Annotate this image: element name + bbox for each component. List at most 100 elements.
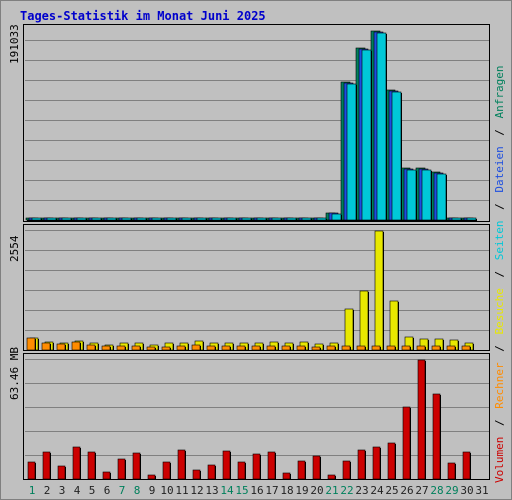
chart-title: Tages-Statistik im Monat Juni 2025	[20, 9, 266, 23]
bar-face	[356, 345, 366, 351]
bar-face	[357, 449, 366, 480]
bar-face	[121, 217, 132, 221]
legend-besuche: Besuche	[493, 288, 506, 334]
bar-seiten-day-16	[256, 217, 267, 221]
bar-face	[451, 217, 462, 221]
bar-rechner-day-20	[311, 346, 321, 351]
bar-face	[131, 345, 141, 351]
bar-rechner-day-27	[416, 345, 426, 351]
bar-face	[221, 345, 231, 351]
day-label-20: 20	[310, 484, 323, 497]
bar-seiten-day-23	[361, 49, 372, 221]
day-label-23: 23	[355, 484, 368, 497]
bar-seiten-day-24	[376, 32, 387, 221]
bar-volumen-day-20	[312, 455, 321, 480]
bar-rechner-day-10	[161, 346, 171, 351]
legend-rechner: Rechner	[493, 362, 506, 409]
day-label-4: 4	[74, 484, 81, 497]
bar-face	[436, 173, 447, 221]
bar-seiten-day-8	[136, 217, 147, 221]
bar-face	[271, 217, 282, 221]
bar-rechner-day-21	[326, 345, 336, 351]
bar-rechner-day-30	[461, 345, 471, 351]
bar-face	[466, 217, 477, 221]
bar-face	[26, 337, 36, 351]
bar-rechner-day-14	[221, 345, 231, 351]
bar-rechner-day-25	[386, 345, 396, 351]
panel-visits: 2554	[8, 224, 490, 351]
bar-face	[447, 462, 456, 480]
x-axis-day-labels: 1 2 3 4 5 6 7 8 9 10 11 12 13 14 15 16 17 18 19 20 21 22 23 24 2…	[29, 484, 489, 497]
day-label-1: 1	[29, 484, 36, 497]
legend-anfragen: Anfragen	[493, 65, 506, 118]
bar-face	[236, 345, 246, 351]
bar-face	[462, 451, 471, 480]
day-label-16: 16	[250, 484, 263, 497]
bar-face	[71, 341, 81, 351]
panel-requests: 191033	[8, 24, 490, 222]
bar-face	[237, 461, 246, 480]
bar-face	[376, 32, 387, 221]
bar-volumen-day-30	[462, 451, 471, 480]
bar-face	[211, 217, 222, 221]
bar-besuche-day-24	[374, 230, 384, 351]
bar-face	[106, 217, 117, 221]
bar-face	[206, 345, 216, 351]
bar-face	[406, 169, 417, 221]
bar-seiten-day-6	[106, 217, 117, 221]
bar-face	[371, 345, 381, 351]
bar-rechner-day-9	[146, 346, 156, 351]
bar-volumen-day-26	[402, 406, 411, 480]
panel-visits-ylabel: 2554	[8, 235, 21, 262]
panel-visits-bars	[26, 230, 474, 351]
bar-face	[402, 406, 411, 480]
bar-volumen-day-2	[42, 451, 51, 480]
bar-volumen-day-10	[162, 461, 171, 480]
bar-face	[181, 217, 192, 221]
bar-seiten-day-18	[286, 217, 297, 221]
bar-seiten-day-3	[61, 217, 72, 221]
bar-volumen-day-16	[252, 453, 261, 480]
day-label-9: 9	[149, 484, 156, 497]
bar-seiten-day-26	[406, 169, 417, 221]
panel-requests-grid	[25, 40, 489, 201]
bar-face	[267, 451, 276, 480]
bar-rechner-day-12	[191, 344, 201, 351]
bar-rechner-day-5	[86, 344, 96, 351]
bar-volumen-day-23	[357, 449, 366, 480]
bar-face	[251, 345, 261, 351]
bar-face	[417, 359, 426, 480]
bar-face	[341, 345, 351, 351]
bar-seiten-day-25	[391, 91, 402, 221]
bar-besuche-day-22	[344, 308, 354, 351]
bar-volumen-day-8	[132, 452, 141, 480]
bar-rechner-day-1	[26, 337, 36, 351]
bar-face	[252, 453, 261, 480]
bar-rechner-day-18	[281, 345, 291, 351]
bar-face	[132, 452, 141, 480]
day-label-25: 25	[385, 484, 398, 497]
legend-seiten: Seiten	[493, 221, 506, 261]
day-label-12: 12	[190, 484, 203, 497]
bar-seiten-day-5	[91, 217, 102, 221]
bar-seiten-day-10	[166, 217, 177, 221]
bar-seiten-day-9	[151, 217, 162, 221]
bar-face	[27, 461, 36, 480]
bar-face	[326, 345, 336, 351]
bar-face	[76, 217, 87, 221]
bar-face	[266, 345, 276, 351]
bar-volumen-day-4	[72, 446, 81, 480]
bar-rechner-day-13	[206, 345, 216, 351]
bar-volumen-day-5	[87, 451, 96, 480]
bar-rechner-day-19	[296, 345, 306, 351]
bar-seiten-day-1	[31, 217, 42, 221]
bar-volumen-day-24	[372, 446, 381, 480]
day-label-31: 31	[475, 484, 488, 497]
bar-face	[196, 217, 207, 221]
bar-face	[432, 393, 441, 480]
bar-besuche-day-23	[359, 290, 369, 351]
panel-volume-ylabel: 63.46 MB	[8, 347, 21, 400]
bar-rechner-day-29	[446, 345, 456, 351]
bar-seiten-day-28	[436, 173, 447, 221]
day-label-22: 22	[340, 484, 353, 497]
